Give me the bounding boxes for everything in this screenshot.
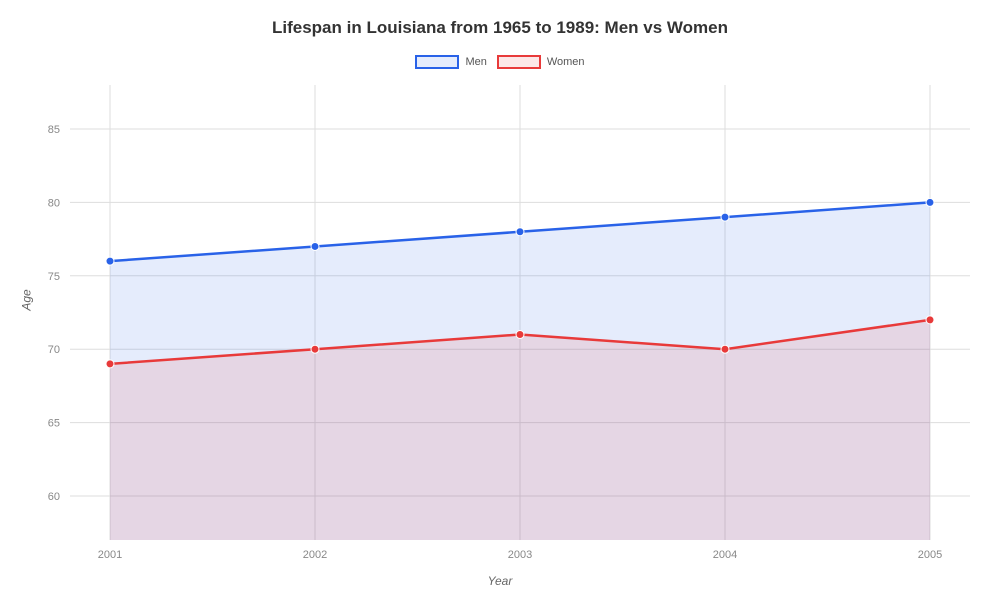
- marker-men[interactable]: [311, 242, 319, 250]
- y-tick-label: 60: [48, 491, 60, 503]
- marker-men[interactable]: [106, 257, 114, 265]
- legend-item-men[interactable]: Men: [415, 55, 486, 69]
- marker-women[interactable]: [106, 360, 114, 368]
- legend-item-women[interactable]: Women: [497, 55, 585, 69]
- marker-women[interactable]: [926, 316, 934, 324]
- legend: Men Women: [0, 55, 1000, 69]
- x-axis-label: Year: [0, 574, 1000, 588]
- y-tick-label: 75: [48, 271, 60, 283]
- y-tick-label: 70: [48, 344, 60, 356]
- legend-label-men: Men: [465, 56, 486, 68]
- y-axis-label: Age: [20, 289, 34, 310]
- marker-women[interactable]: [721, 345, 729, 353]
- marker-men[interactable]: [516, 228, 524, 236]
- marker-men[interactable]: [926, 198, 934, 206]
- legend-swatch-men: [415, 55, 459, 69]
- marker-women[interactable]: [516, 331, 524, 339]
- legend-label-women: Women: [547, 56, 585, 68]
- marker-men[interactable]: [721, 213, 729, 221]
- x-tick-label: 2001: [98, 549, 122, 561]
- y-tick-label: 85: [48, 124, 60, 136]
- y-tick-label: 80: [48, 197, 60, 209]
- x-tick-label: 2003: [508, 549, 532, 561]
- marker-women[interactable]: [311, 345, 319, 353]
- chart-title: Lifespan in Louisiana from 1965 to 1989:…: [0, 18, 1000, 38]
- y-tick-label: 65: [48, 418, 60, 430]
- chart-container: Lifespan in Louisiana from 1965 to 1989:…: [0, 0, 1000, 600]
- x-tick-label: 2002: [303, 549, 327, 561]
- plot-svg: 60657075808520012002200320042005: [70, 85, 970, 540]
- plot-area: 60657075808520012002200320042005: [70, 85, 970, 540]
- legend-swatch-women: [497, 55, 541, 69]
- x-tick-label: 2005: [918, 549, 942, 561]
- x-tick-label: 2004: [713, 549, 737, 561]
